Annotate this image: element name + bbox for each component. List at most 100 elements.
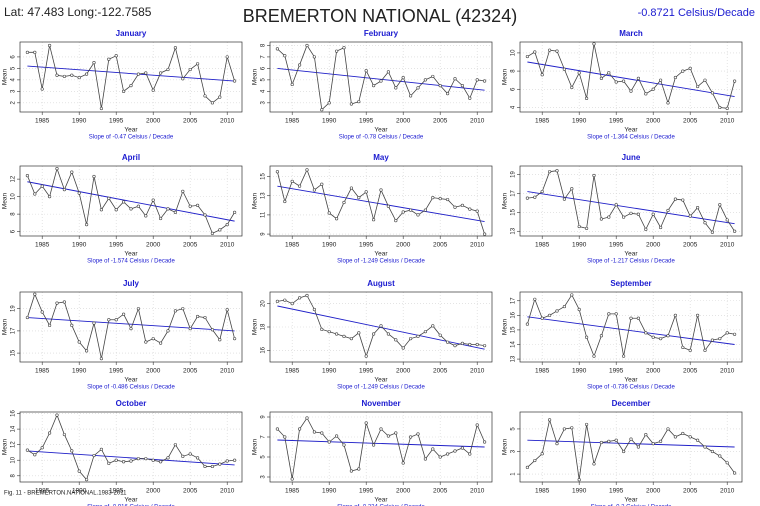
data-point [460, 446, 465, 450]
data-point [423, 330, 428, 334]
data-point [364, 354, 368, 358]
data-point [349, 102, 354, 106]
data-point [312, 307, 317, 312]
slope-note: Slope of -1.364 Celsius / Decade [587, 135, 675, 141]
data-point [621, 449, 626, 454]
data-point [188, 204, 192, 208]
data-point [70, 323, 74, 327]
data-point [181, 454, 185, 458]
data-point [533, 50, 537, 54]
data-point [599, 76, 604, 80]
plot-frame [19, 411, 243, 483]
data-point [592, 354, 596, 358]
x-tick-label: 1990 [72, 242, 87, 249]
data-point [547, 48, 552, 52]
y-tick-label: 7 [261, 435, 267, 439]
data-point [121, 89, 126, 93]
data-point [335, 434, 339, 438]
x-tick-label: 2000 [646, 242, 661, 249]
data-point [533, 195, 537, 199]
plot-frame [269, 411, 493, 483]
y-tick-label: 5 [261, 78, 267, 82]
data-point [181, 307, 185, 311]
panel-title: September [610, 279, 651, 288]
y-axis-label: Mean [2, 192, 9, 209]
data-point [401, 346, 405, 350]
data-point [312, 188, 317, 192]
data-point [121, 200, 126, 204]
x-tick-label: 2000 [396, 368, 411, 375]
data-point [431, 196, 435, 200]
data-point [283, 54, 287, 58]
data-point [144, 71, 148, 75]
x-tick-label: 1985 [35, 242, 50, 249]
data-point [718, 203, 722, 207]
data-point [688, 348, 692, 352]
data-point [342, 443, 346, 447]
plot-frame [19, 41, 243, 113]
data-point [453, 449, 457, 453]
data-point [129, 207, 133, 211]
data-point [225, 55, 229, 59]
x-axis-label: Year [624, 377, 638, 384]
y-tick-label: 4 [261, 89, 267, 93]
y-tick-label: 8 [511, 69, 517, 73]
data-point [658, 225, 663, 230]
data-point [681, 69, 685, 73]
y-tick-label: 3 [261, 475, 267, 479]
data-point [540, 452, 544, 456]
data-point [47, 323, 52, 327]
x-tick-label: 2005 [183, 488, 198, 495]
data-point [468, 207, 472, 211]
y-tick-label: 15 [261, 173, 267, 180]
data-point [584, 335, 589, 339]
data-point [99, 447, 103, 451]
data-point [525, 196, 530, 200]
data-point [525, 322, 530, 326]
x-tick-label: 1985 [35, 368, 50, 375]
trend-line [27, 317, 235, 332]
data-point [173, 309, 177, 313]
data-point [210, 464, 214, 469]
data-point [431, 324, 435, 328]
data-point [357, 467, 361, 471]
data-point [673, 197, 678, 201]
data-point [144, 457, 148, 461]
y-tick-label: 8 [261, 43, 267, 47]
data-point [401, 75, 405, 80]
data-point [703, 78, 707, 82]
data-point [84, 478, 89, 482]
y-axis-label: Mean [502, 192, 509, 209]
data-point [210, 101, 214, 105]
data-point [379, 188, 383, 192]
data-point [431, 74, 435, 79]
data-point [342, 334, 346, 338]
y-axis-label: Mean [252, 192, 259, 209]
data-point [483, 344, 487, 348]
data-point [453, 205, 457, 209]
data-point [475, 423, 479, 427]
data-point [468, 452, 472, 456]
data-point [327, 330, 331, 334]
data-point [732, 229, 737, 233]
data-point [99, 357, 103, 361]
x-tick-label: 2005 [683, 242, 698, 249]
data-point [188, 327, 192, 331]
y-tick-label: 13 [261, 192, 267, 199]
data-point [416, 432, 420, 436]
data-point [25, 315, 30, 320]
data-point [144, 214, 148, 218]
panel: March 4 6 8 10 1985 1990 1995 2000 2005 2010 Mean Ye… [502, 29, 743, 141]
y-tick-label: 2 [11, 100, 17, 104]
data-point [547, 313, 552, 317]
data-point [121, 460, 126, 464]
data-point [159, 341, 163, 345]
data-point [275, 299, 280, 303]
data-point [225, 308, 229, 312]
data-point [275, 427, 280, 431]
data-point [423, 78, 428, 82]
plot-frame [269, 41, 493, 113]
data-point [703, 221, 707, 225]
data-point [181, 77, 185, 81]
data-point [658, 439, 663, 443]
